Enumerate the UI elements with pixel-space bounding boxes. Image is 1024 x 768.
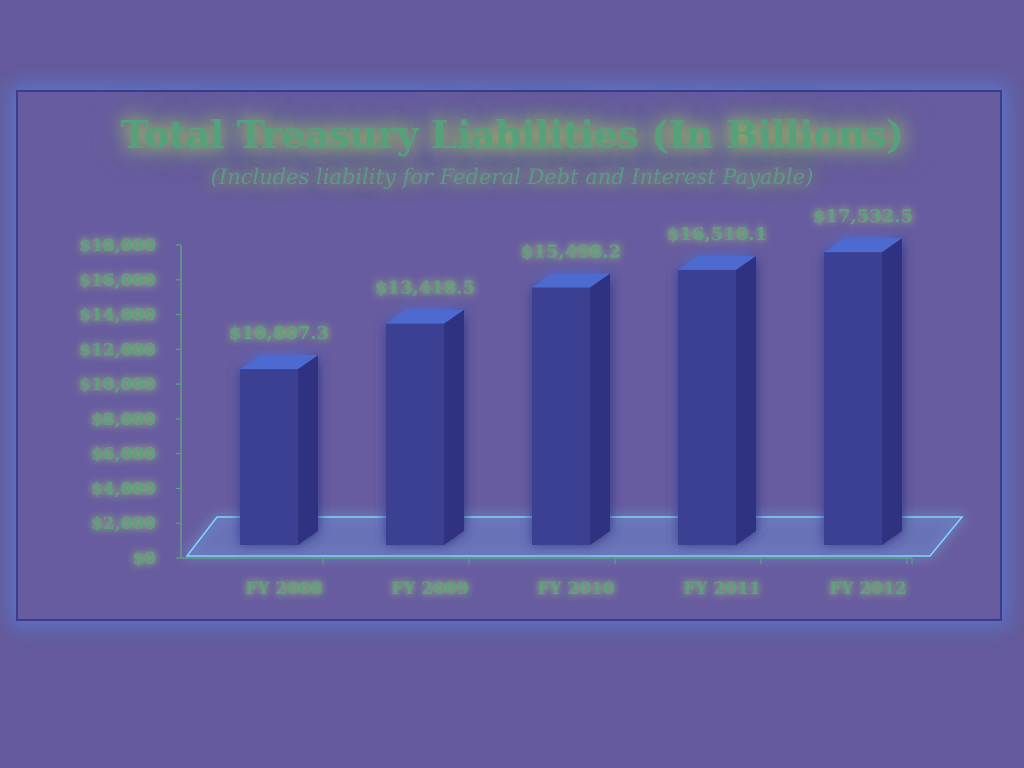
y-tick-label: $14,000 [79, 306, 156, 326]
bar-side [882, 238, 902, 545]
x-category-label: FY 2009 [391, 579, 468, 599]
x-category-label: FY 2012 [829, 579, 906, 599]
bar-value-label: $13,418.5 [375, 278, 475, 299]
chart-subtitle: (Includes liability for Federal Debt and… [210, 165, 814, 189]
bar-side [590, 273, 610, 545]
y-tick-label: $0 [132, 549, 156, 569]
labels-group: $10,807.3 FY 2008 $13,418.5 FY 2009 $15,498.… [229, 206, 913, 599]
y-tick-label: $2,000 [91, 514, 156, 534]
y-tick-label: $6,000 [91, 445, 156, 465]
bar-side [736, 255, 756, 545]
bar-value-label: $17,532.5 [813, 206, 913, 227]
bar-top [824, 238, 902, 253]
bar-side [444, 309, 464, 545]
bar-2 [532, 273, 610, 545]
bar-top [386, 309, 464, 324]
axis-group: $0 $2,000 $4,000 $6,000 $8,000 $10,000 $12,000… [79, 236, 913, 569]
y-tick-label: $18,000 [79, 236, 156, 256]
bar-top [240, 355, 318, 370]
y-tick-label: $4,000 [91, 479, 156, 499]
bar-front [386, 323, 444, 545]
bar-value-label: $15,498.2 [521, 242, 621, 263]
x-category-label: FY 2010 [537, 579, 615, 599]
bar-0 [240, 355, 318, 545]
bar-3 [678, 255, 756, 545]
bar-value-label: $10,807.3 [229, 323, 329, 344]
bar-top [532, 273, 610, 288]
y-tick-label: $12,000 [79, 340, 156, 360]
bar-value-label: $16,510.1 [667, 224, 767, 245]
bar-front [532, 287, 590, 545]
y-tick-label: $10,000 [79, 375, 156, 395]
bar-front [678, 269, 736, 545]
bar-side [298, 355, 318, 545]
y-tick-label: $16,000 [79, 271, 156, 291]
chart-title: Total Treasury Liabilities (In Billions) [120, 112, 904, 157]
bar-4 [824, 238, 902, 545]
bars-group [240, 238, 902, 545]
x-category-label: FY 2008 [245, 579, 322, 599]
bar-front [824, 252, 882, 545]
x-category-label: FY 2011 [683, 579, 760, 599]
bar-top [678, 255, 756, 270]
y-tick-label: $8,000 [91, 410, 156, 430]
bar-front [240, 369, 298, 545]
bar-1 [386, 309, 464, 545]
